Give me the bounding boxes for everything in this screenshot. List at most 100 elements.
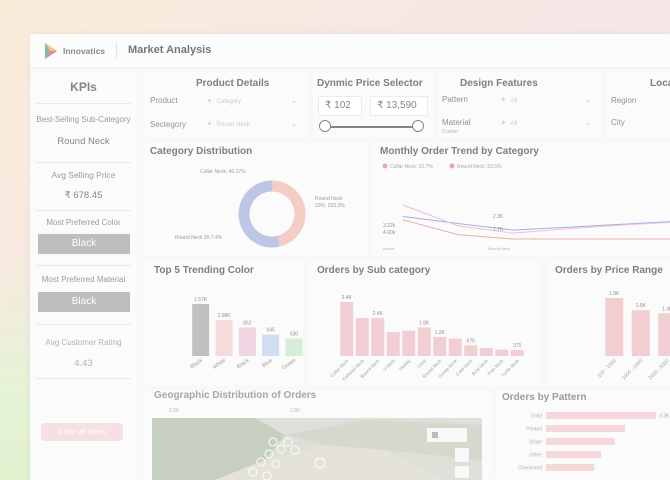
map-marker[interactable]: [262, 471, 272, 480]
map-layer-icon: [432, 432, 438, 438]
innovatics-logo-icon: [45, 43, 57, 59]
bar[interactable]: [417, 327, 431, 356]
map-marker[interactable]: [271, 459, 281, 469]
bar[interactable]: [371, 317, 385, 356]
bar[interactable]: [510, 350, 524, 356]
legend-dot: [382, 163, 388, 169]
pattern-dropdown[interactable]: + All ⌄: [501, 95, 591, 109]
map-zoom-control[interactable]: [427, 428, 467, 442]
monthly-trend-card: Monthly Order Trend by Category Collar N…: [373, 142, 670, 256]
map-marker[interactable]: [276, 444, 286, 454]
bar[interactable]: [192, 304, 210, 356]
app-header: Innovatics Market Analysis: [30, 34, 670, 68]
material-dropdown-value: All: [510, 121, 518, 127]
min-price-input[interactable]: ₹ 102: [318, 96, 362, 116]
bar-category-label: Black: [236, 358, 251, 371]
material-dropdown[interactable]: + All ⌄: [501, 118, 591, 132]
bar-value-label: 1.8K: [419, 320, 430, 326]
bar-category-label: Solid: [531, 414, 542, 420]
donut-slice-round-neck[interactable]: [238, 180, 280, 248]
plus-icon: +: [501, 118, 506, 127]
price-slider-max-handle[interactable]: [412, 120, 424, 132]
orders-pattern-card: Orders by Pattern Solid 3.2K Printed Stripe…: [496, 390, 670, 480]
bar[interactable]: [546, 451, 601, 458]
max-price-input[interactable]: ₹ 13,590: [370, 96, 428, 116]
bar[interactable]: [238, 327, 256, 356]
bar-category-label: Orange: [302, 358, 303, 373]
geo-title: Geographic Distribution of Orders: [154, 390, 317, 401]
bar-value-label: 3.2K: [659, 414, 670, 420]
bar-category-label: Other: [529, 453, 542, 459]
geo-card: Geographic Distribution of Orders 2.8K 2…: [145, 390, 490, 480]
pattern-dropdown-value: All: [510, 98, 518, 104]
bar[interactable]: [479, 348, 493, 356]
bar[interactable]: [495, 349, 509, 356]
monthly-trend-title: Monthly Order Trend by Category: [380, 146, 539, 157]
bar[interactable]: [433, 336, 447, 356]
category-distribution-card: Category Distribution Collar Neck: 46.17…: [145, 142, 367, 256]
point-label: 1.7K: [493, 227, 504, 233]
donut-slice-collar-neck[interactable]: [271, 180, 306, 247]
bar-value-label: 1.5K: [636, 303, 647, 309]
bar[interactable]: [402, 330, 416, 356]
bar-category-label: Checkered: [518, 466, 542, 472]
trend-line-2[interactable]: [402, 219, 670, 240]
bar[interactable]: [631, 310, 650, 356]
price-slider-min-handle[interactable]: [319, 120, 331, 132]
bar[interactable]: [215, 320, 233, 356]
bar[interactable]: [386, 332, 400, 356]
bar[interactable]: [448, 338, 462, 356]
product-dropdown[interactable]: + Category ⌄: [207, 96, 297, 110]
preferred-material-badge: Black: [38, 292, 130, 312]
sectegory-dropdown[interactable]: + Round Neck ⌄: [207, 119, 297, 133]
bar-value-label: 375: [513, 343, 522, 349]
bar[interactable]: [340, 302, 354, 356]
bar-category-label: 2000 - 5000: [648, 358, 670, 381]
map-marker[interactable]: [314, 457, 326, 469]
orders-price-range-bar-chart: 1.9K 100 - 1000 1.5K 1000 - 2000 1.4K 2000 - …: [597, 291, 670, 381]
bar[interactable]: [285, 338, 303, 356]
top-colors-title: Top 5 Trending Color: [154, 265, 254, 276]
point-label: 3.22k: [383, 223, 396, 229]
legend-round: Round Neck: 33.5%: [457, 164, 502, 170]
trend-line-0[interactable]: [402, 216, 670, 231]
price-slider-track[interactable]: [326, 126, 418, 128]
bar[interactable]: [546, 464, 595, 471]
pattern-label: Pattern: [442, 95, 468, 104]
bar[interactable]: [658, 313, 670, 356]
best-selling-value: Round Neck: [57, 136, 110, 147]
orders-price-range-card: Orders by Price Range 1.9K 100 - 1000 1.5K…: [547, 260, 670, 386]
map-marker[interactable]: [248, 467, 258, 477]
bar-category-label: Henley: [398, 358, 412, 372]
bar[interactable]: [464, 345, 478, 356]
map-marker[interactable]: [268, 437, 278, 447]
avg-rating-value: 4.43: [74, 358, 93, 369]
top-colors-card: Top 5 Trending Color 1.57K Black 1.08K Whit…: [145, 260, 303, 386]
chevron-down-icon: ⌄: [291, 98, 297, 105]
kpi-divider: [36, 103, 131, 104]
map-marker[interactable]: [256, 457, 266, 467]
donut-label-round-bottom: Round Neck 20.7.4%: [175, 235, 223, 241]
trend-line-1[interactable]: [402, 204, 670, 234]
bar-value-label: 862: [243, 320, 252, 326]
bar[interactable]: [546, 412, 656, 419]
map-marker[interactable]: [283, 437, 293, 447]
map-marker[interactable]: [264, 449, 274, 459]
bar[interactable]: [355, 317, 369, 356]
top-colors-bar-chart: 1.57K Black 1.08K White 862 Black 645 Blue 530 Gr…: [189, 297, 303, 373]
map-region: [215, 445, 445, 480]
map-zoom-in-button[interactable]: [455, 448, 469, 462]
plus-icon: +: [207, 119, 212, 128]
bar-category-label: 100 - 1000: [597, 358, 618, 379]
bar[interactable]: [262, 334, 280, 356]
bar[interactable]: [546, 438, 615, 445]
bar-category-label: Stripe: [529, 440, 542, 446]
clear-filters-button[interactable]: Clear all filters: [41, 423, 123, 441]
map-zoom-out-button[interactable]: [455, 466, 469, 478]
chevron-down-icon: ⌄: [585, 97, 591, 104]
bar[interactable]: [546, 425, 626, 432]
preferred-material-label: Most Preferred Material: [41, 275, 126, 284]
map-marker[interactable]: [290, 445, 300, 455]
bar[interactable]: [605, 298, 624, 356]
kpi-divider: [36, 210, 131, 211]
